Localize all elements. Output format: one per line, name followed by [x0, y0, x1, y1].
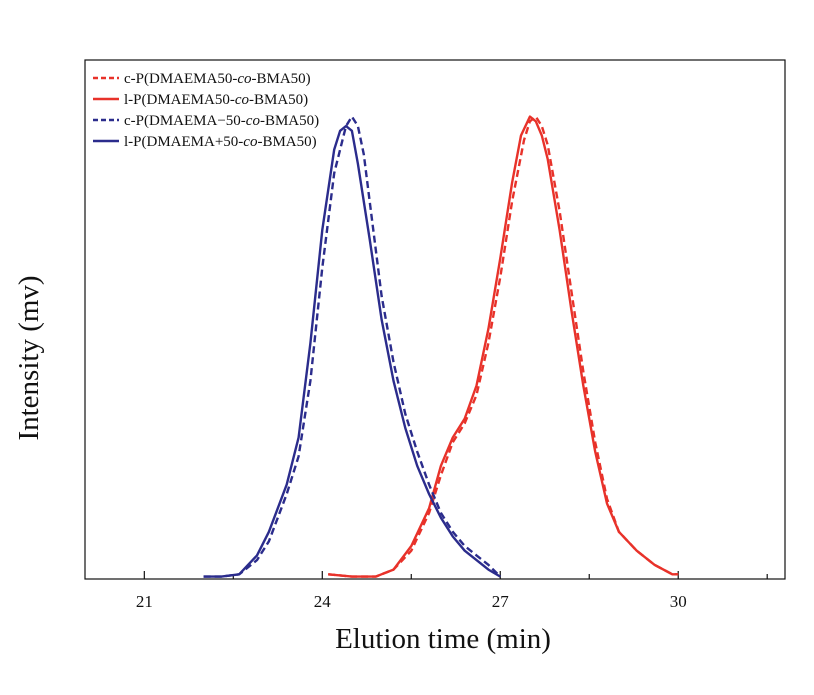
- legend-label-1: c-P(DMAEMA50-co-BMA50): [124, 71, 311, 87]
- x-tick-label: 27: [492, 592, 510, 611]
- legend-label-3: c-P(DMAEMA−50-co-BMA50): [124, 113, 319, 129]
- x-tick-label: 30: [670, 592, 687, 611]
- x-tick-label: 21: [136, 592, 153, 611]
- x-axis-title: Elution time (min): [335, 623, 551, 655]
- legend-label-2: l-P(DMAEMA50-co-BMA50): [124, 92, 308, 108]
- legend: c-P(DMAEMA50-co-BMA50) l-P(DMAEMA50-co-BM…: [93, 71, 319, 150]
- plot-frame: [84, 59, 786, 580]
- series-layer: [203, 115, 679, 578]
- series-line-4: [203, 124, 501, 578]
- series-line-1: [328, 115, 679, 578]
- y-axis-title: Intensity (mv): [13, 275, 45, 440]
- x-axis-ticks: 21 24 27 30: [136, 571, 768, 611]
- series-line-2: [328, 115, 679, 578]
- x-tick-label: 24: [314, 592, 332, 611]
- legend-label-4: l-P(DMAEMA+50-co-BMA50): [124, 134, 317, 150]
- series-line-3: [203, 115, 502, 578]
